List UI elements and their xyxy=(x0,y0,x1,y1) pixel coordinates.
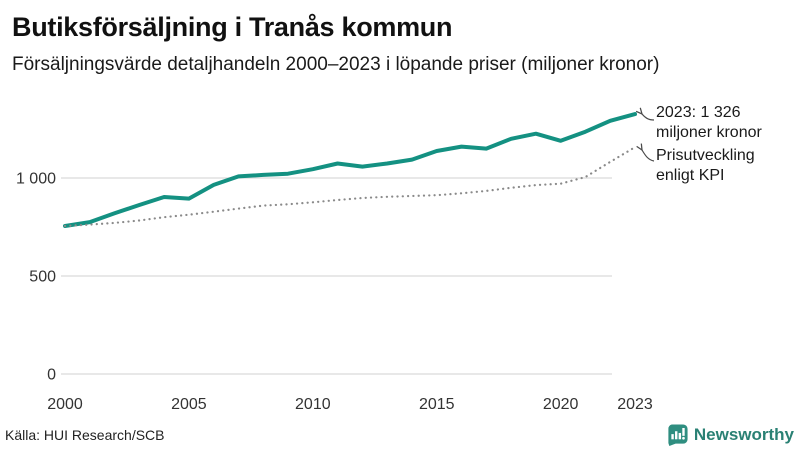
y-tick-label: 1 000 xyxy=(16,171,56,188)
x-tick-label: 2015 xyxy=(419,396,455,413)
annotation-text: 2023: 1 326 xyxy=(656,104,741,121)
kpi-line xyxy=(63,146,637,228)
annotation-arrow-icon xyxy=(642,114,655,121)
annotation-text: Prisutveckling xyxy=(656,147,755,164)
sales-line xyxy=(63,112,637,228)
series-layer xyxy=(63,112,637,228)
x-tick-label: 2005 xyxy=(171,396,207,413)
x-tick-label: 2010 xyxy=(295,396,331,413)
annotation-text: enligt KPI xyxy=(656,167,724,184)
chart-title: Butiksförsäljning i Tranås kommun xyxy=(12,12,453,42)
y-tick-label: 0 xyxy=(47,367,56,384)
annotation-layer: 2023: 1 326 miljoner kronor Prisutveckling… xyxy=(642,104,762,184)
x-tick-label: 2000 xyxy=(47,396,83,413)
grid-layer xyxy=(61,177,612,375)
x-tick-label: 2020 xyxy=(543,396,579,413)
brand-logo: Newsworthy xyxy=(666,423,794,446)
newsworthy-icon xyxy=(668,424,688,446)
y-tick-label: 500 xyxy=(29,269,56,286)
chart-subtitle: Försäljningsvärde detaljhandeln 2000–202… xyxy=(12,54,660,75)
source-note: Källa: HUI Research/SCB xyxy=(5,427,165,443)
x-tick-label: 2023 xyxy=(617,396,653,413)
axis-label-layer: 0 500 1 000 2000 2005 2010 2015 2020 2023 xyxy=(16,171,653,414)
brand-name: Newsworthy xyxy=(693,424,794,444)
annotation-arrow-icon xyxy=(642,150,655,162)
annotation-text: miljoner kronor xyxy=(656,124,762,141)
